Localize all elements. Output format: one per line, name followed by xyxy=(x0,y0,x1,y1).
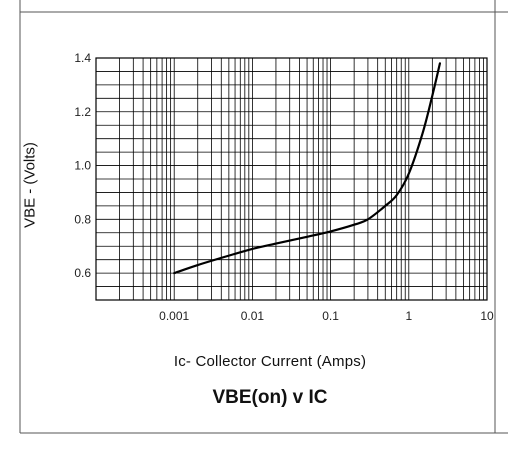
x-tick-label: 10 xyxy=(480,309,494,323)
y-tick-label: 1.4 xyxy=(74,51,91,65)
y-axis-label-box: VBE - (Volts) xyxy=(20,130,40,240)
chart-title: VBE(on) v IC xyxy=(212,387,328,408)
y-tick-label: 1.0 xyxy=(74,159,91,173)
x-tick-label: 0.1 xyxy=(322,309,339,323)
x-tick-label: 1 xyxy=(405,309,412,323)
y-tick-label: 0.8 xyxy=(74,212,91,226)
y-tick-label: 1.2 xyxy=(74,105,91,119)
y-axis-label: VBE - (Volts) xyxy=(21,142,39,228)
vbe-chart: 0.001 0.01 0.1 1 10 0.6 0.8 1.0 1.2 1.4 xyxy=(74,51,494,323)
x-tick-label: 0.001 xyxy=(159,309,189,323)
vbe-curve xyxy=(173,62,442,275)
x-axis-label: Ic- Collector Current (Amps) xyxy=(173,353,367,370)
x-tick-label: 0.01 xyxy=(241,309,265,323)
plot-area-border xyxy=(95,57,488,301)
y-tick-label: 0.6 xyxy=(74,266,91,280)
